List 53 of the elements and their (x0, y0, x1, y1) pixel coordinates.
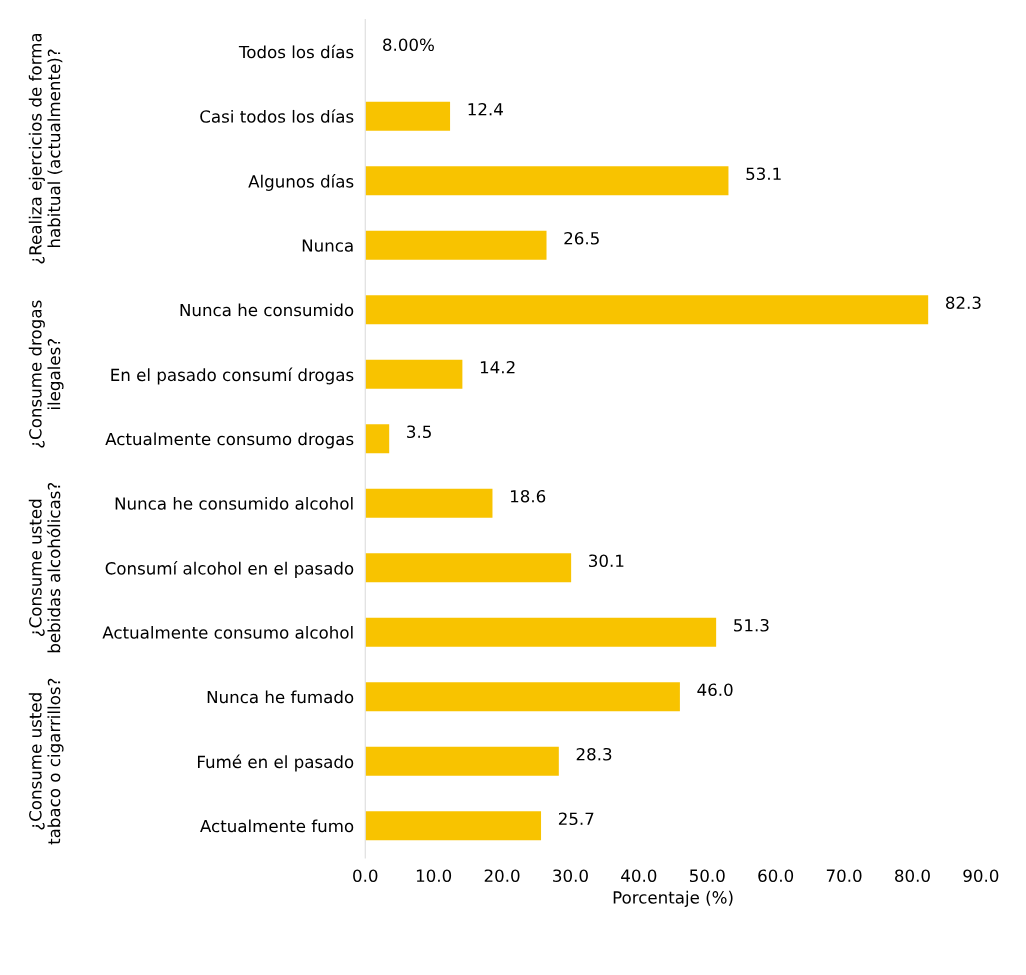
data-label: 46.0 (697, 683, 733, 697)
y-tick-label: Nunca he fumado (207, 690, 354, 704)
bar (365, 682, 680, 712)
y-tick-label: En el pasado consumí drogas (111, 367, 354, 385)
data-label: 30.1 (589, 554, 624, 568)
bar (365, 617, 717, 647)
y-tick-label: Actualmente consumo drogas (105, 432, 354, 449)
bar (365, 295, 929, 325)
bar (365, 811, 542, 841)
bar (365, 424, 390, 454)
data-label: 26.5 (564, 231, 599, 245)
x-tick-label: 40.0 (621, 869, 657, 883)
y-tick-label: Consumí alcohol en el pasado (105, 561, 354, 578)
text: ¿Realiza ejercicios de forma habitual (actualmente)? (28, 33, 63, 264)
x-tick-label: 60.0 (758, 869, 794, 883)
y-tick-label: Casi todos los días (200, 109, 354, 123)
y-tick-label: Actualmente consumo alcohol (102, 625, 353, 639)
x-tick-label: 10.0 (416, 869, 452, 883)
y-tick-label: Todos los días (238, 44, 354, 59)
data-label: 18.6 (510, 489, 546, 503)
y-tick-label: Fumé en el pasado (198, 754, 354, 772)
bar (365, 230, 547, 260)
data-label: 12.4 (468, 102, 503, 116)
bar (365, 553, 572, 583)
text: 8.00% (383, 38, 434, 52)
text: ¿Consume drogas ilegales? (28, 300, 64, 448)
x-tick-label: 80.0 (895, 869, 930, 883)
x-tick-label: 50.0 (689, 869, 725, 883)
x-axis-title: Porcentaje (%) (613, 890, 733, 907)
y-tick-label: Nunca he consumido alcohol (115, 496, 353, 510)
bar (365, 746, 559, 776)
data-label: 53.1 (746, 167, 781, 181)
bar (365, 359, 463, 389)
bar (365, 166, 729, 196)
bar (365, 101, 451, 131)
x-tick-label: 20.0 (484, 869, 520, 883)
x-tick-label: 70.0 (826, 869, 862, 883)
data-label: 28.3 (576, 747, 612, 761)
y-tick-label: Nunca he consumido (180, 303, 354, 317)
text: ¿Consume usted bebidas alcohólicas? (28, 482, 61, 653)
text: ¿Consume usted tabaco o cigarrillos? (28, 678, 64, 845)
bar (365, 488, 493, 518)
y-tick-label: Actualmente fumo (200, 819, 354, 833)
data-label: 51.3 (734, 618, 769, 632)
x-tick-label: 30.0 (553, 869, 588, 883)
y-tick-label: Algunos días (248, 174, 354, 191)
data-label: 82.3 (945, 296, 981, 310)
data-label: 25.7 (558, 812, 594, 826)
x-tick-label: 0.0 (353, 869, 378, 883)
x-tick-label: 90.0 (963, 869, 999, 883)
data-label: 3.5 (407, 425, 431, 439)
data-label: 14.2 (480, 360, 515, 374)
y-tick-label: Nunca (302, 239, 353, 252)
